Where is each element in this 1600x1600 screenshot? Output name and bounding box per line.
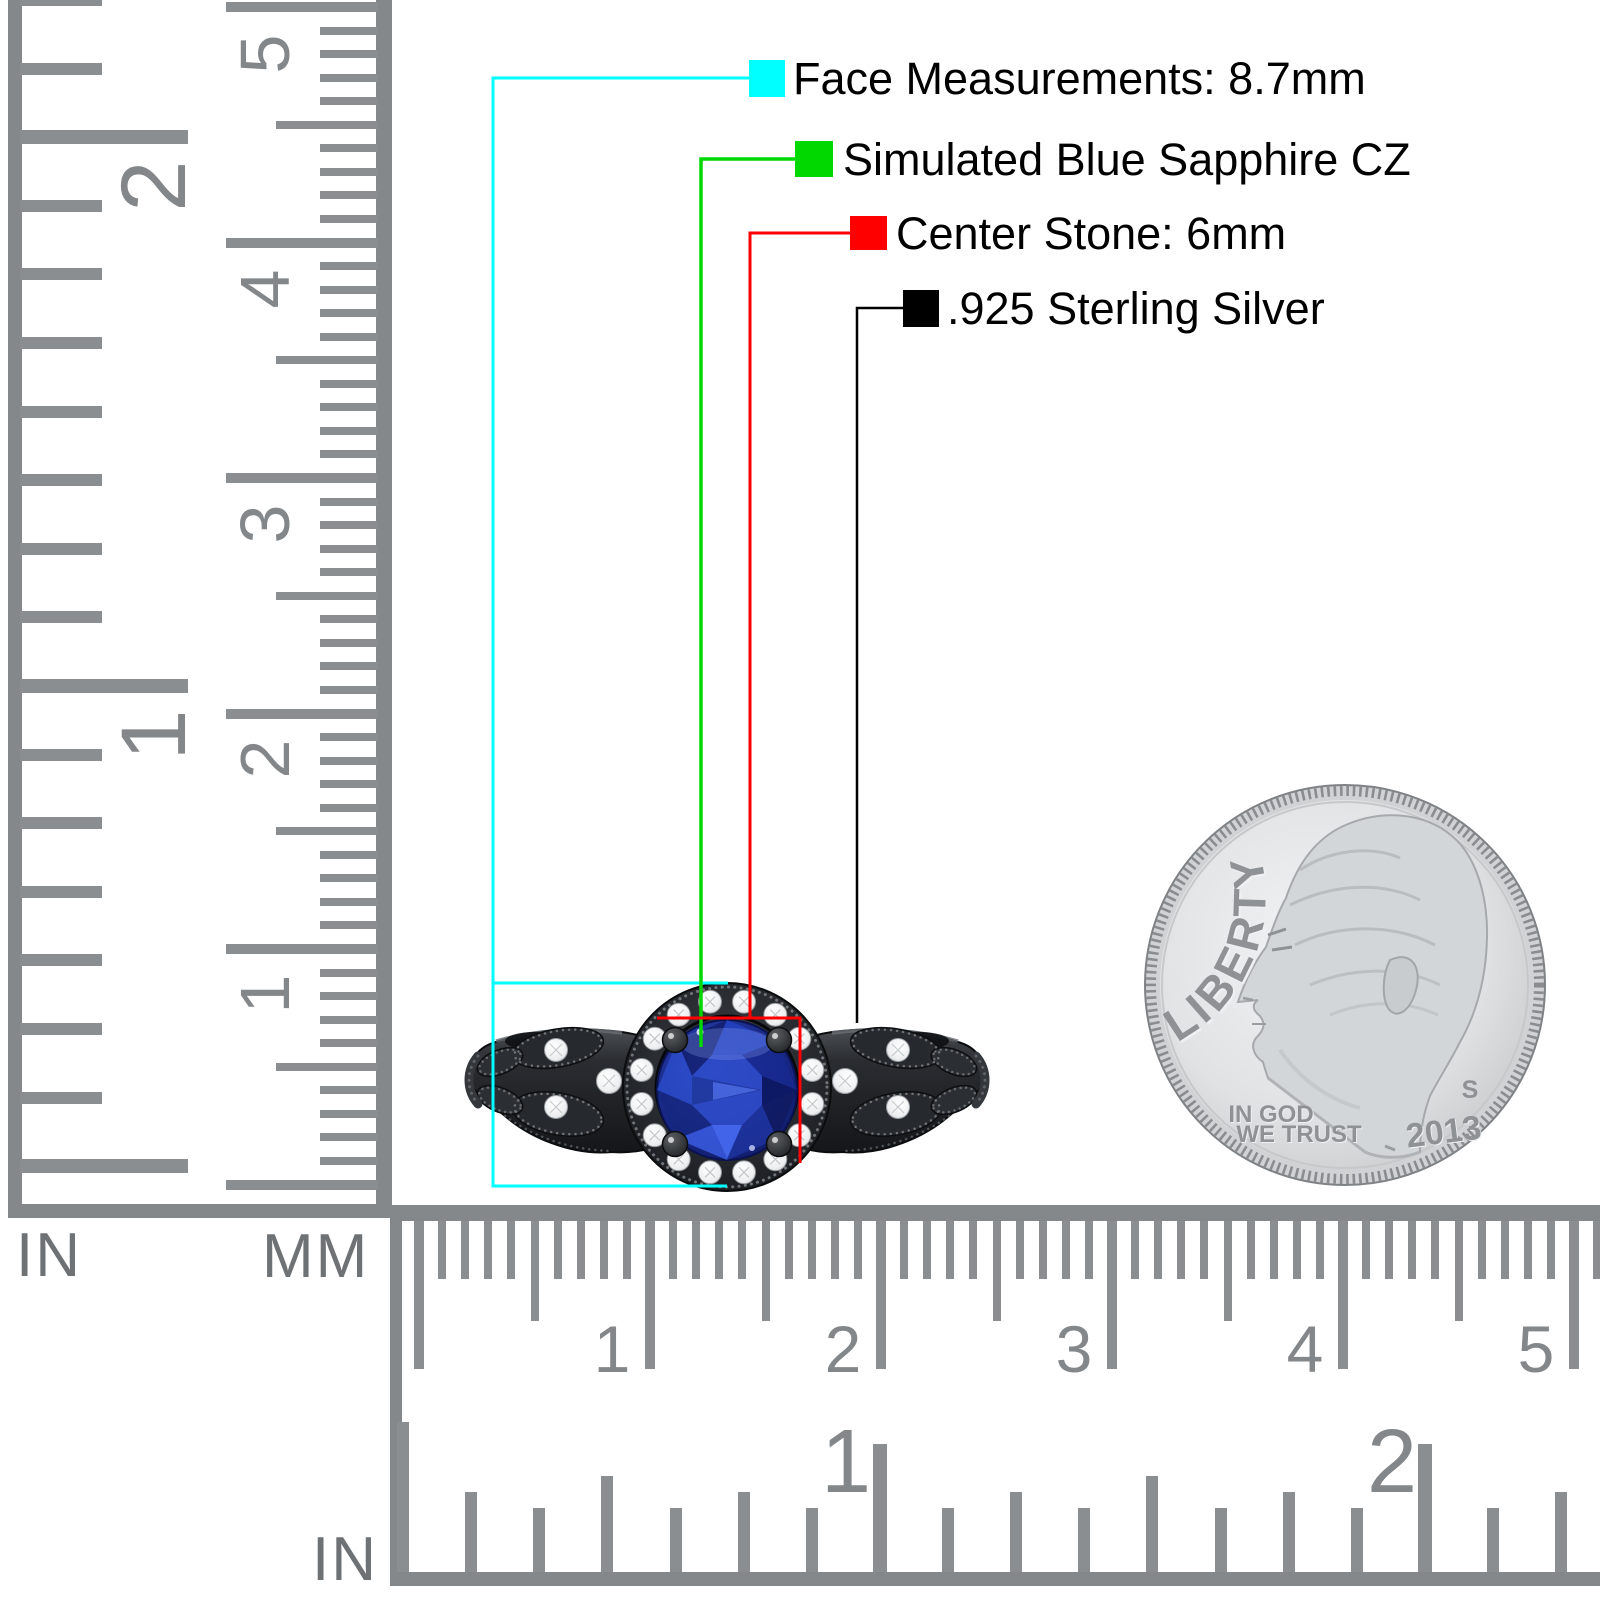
mm-ruler-number: 2 xyxy=(226,740,304,779)
bottom-mm-number: 4 xyxy=(1287,1312,1324,1386)
coin-reeded-edge xyxy=(1146,786,1544,1184)
prongs xyxy=(661,1026,793,1158)
ear xyxy=(1382,956,1419,1015)
mm-ruler-number: 3 xyxy=(226,505,304,544)
coin-rim-line xyxy=(1161,801,1529,1169)
mm-ruler-number: 4 xyxy=(226,270,304,309)
bottom-inch-ticks xyxy=(397,1422,1567,1572)
bottom-ruler-top-bar xyxy=(390,1205,1600,1221)
nostril xyxy=(1242,996,1254,1002)
motto-shadow: IN GOD xyxy=(1229,1102,1314,1129)
bottom-mm-number: 2 xyxy=(825,1312,862,1386)
face-measurement-line xyxy=(491,76,749,1188)
vertical-mm-ruler: 5 4 3 2 1 xyxy=(226,0,392,1218)
bottom-mm-number: 5 xyxy=(1518,1312,1555,1386)
legend-label-stone-type: Simulated Blue Sapphire CZ xyxy=(843,134,1411,185)
inch-unit-label: IN xyxy=(16,1221,82,1290)
inch-ruler-edge-bar xyxy=(8,0,22,1218)
legend: Face Measurements: 8.7mm Simulated Blue … xyxy=(749,53,1411,334)
mm-ruler-number: 5 xyxy=(226,35,304,74)
mint-mark: S xyxy=(1462,1076,1479,1104)
inch-ruler-ticks xyxy=(20,0,188,1173)
bottom-ruler: 1 2 3 4 5 1 2 xyxy=(390,1205,1600,1586)
stone-type-line xyxy=(699,157,795,1047)
bottom-inch-unit-label: IN xyxy=(312,1525,378,1594)
inch-ruler-number: 1 xyxy=(103,709,205,760)
bottom-inch-number: 2 xyxy=(1367,1412,1417,1512)
mm-ruler-ticks xyxy=(226,2,378,1190)
motto-shadow2: WE TRUST xyxy=(1237,1122,1363,1149)
bottom-ruler-bottom-bar xyxy=(390,1572,1600,1586)
bottom-inch-number: 1 xyxy=(821,1412,871,1512)
vertical-rulers-bottom-bar xyxy=(8,1204,392,1218)
eyebrow xyxy=(1267,927,1287,937)
center-stone-line xyxy=(657,231,850,1163)
legend-swatch-face-measurements xyxy=(749,60,785,97)
annotation-lines xyxy=(491,76,903,1188)
mm-ruler-number: 1 xyxy=(226,975,304,1014)
roosevelt-portrait xyxy=(1236,814,1489,1159)
legend-swatch-stone-type xyxy=(795,141,833,177)
inch-ruler-number: 2 xyxy=(103,160,205,211)
mm-ruler-edge-bar xyxy=(376,0,392,1218)
metal-line xyxy=(855,306,903,1023)
year-shadow: 2013 xyxy=(1405,1110,1485,1157)
bottom-mm-ticks xyxy=(414,1221,1600,1369)
coin-year: 2013 xyxy=(1404,1109,1484,1156)
vertical-inch-ruler: 2 1 xyxy=(8,0,205,1218)
bottom-mm-number: 3 xyxy=(1056,1312,1093,1386)
center-blue-sapphire xyxy=(656,1019,798,1161)
eye xyxy=(1271,945,1293,952)
motto-line2: WE TRUST xyxy=(1236,1121,1362,1148)
legend-label-face-measurements: Face Measurements: 8.7mm xyxy=(793,53,1366,104)
bottom-mm-number: 1 xyxy=(594,1312,631,1386)
legend-label-metal: .925 Sterling Silver xyxy=(947,283,1325,334)
legend-swatch-metal xyxy=(903,290,939,327)
legend-swatch-center-stone xyxy=(850,216,887,250)
designer-initials-mark xyxy=(1384,1144,1396,1152)
ring xyxy=(464,982,985,1192)
mm-unit-label: MM xyxy=(262,1222,369,1291)
motto-line1: IN GOD xyxy=(1228,1101,1313,1128)
dime-coin: LIBERTY LIBERTY IN GOD IN GOD WE TRUST W… xyxy=(1144,784,1546,1186)
legend-label-center-stone: Center Stone: 6mm xyxy=(896,208,1286,259)
